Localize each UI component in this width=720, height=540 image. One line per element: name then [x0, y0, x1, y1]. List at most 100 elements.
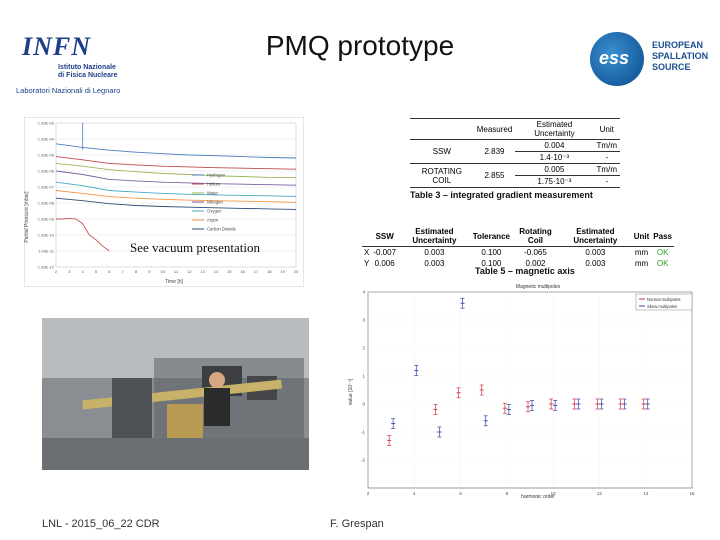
- vacuum-series-line: [55, 170, 297, 186]
- multipoles-ytick: -1: [361, 430, 365, 435]
- table-row: 1.75·10⁻³ -: [410, 175, 620, 188]
- vacuum-legend-label: Water: [207, 191, 219, 196]
- vacuum-series-line: [55, 143, 297, 159]
- table-cell: 0.003: [585, 259, 606, 268]
- vacuum-ytick: 1.00E-05: [38, 153, 55, 158]
- multipoles-title: Magnetic multipoles: [516, 284, 561, 290]
- gradient-table: Measured Estimated Uncertainty Unit SSW …: [410, 118, 620, 188]
- table-cell: 0.003: [585, 248, 606, 257]
- table-header-cell: Unit: [631, 226, 652, 247]
- ess-logo: ess EUROPEAN SPALLATION SOURCE: [588, 30, 710, 88]
- vacuum-xtick: 7: [122, 269, 125, 274]
- infn-lab-name: Laboratori Nazionali di Legnaro: [16, 86, 121, 95]
- table-header-cell: Estimated Uncertainty: [398, 226, 471, 247]
- table-cell: 0.003: [424, 248, 445, 257]
- vacuum-xtick: 8: [135, 269, 138, 274]
- row-label: ROTATING COIL: [410, 163, 474, 188]
- table-cell: mm: [634, 248, 649, 257]
- vacuum-legend-label: Hydrogen: [207, 173, 226, 178]
- infn-logo: INFN Istituto Nazionale di Fisica Nuclea…: [14, 20, 136, 98]
- table-cell: 0.100: [481, 248, 502, 257]
- table-header-cell: Measured: [473, 118, 516, 140]
- infn-line2: di Fisica Nucleare: [58, 72, 118, 79]
- unit-cell: Tm/m: [593, 163, 620, 176]
- table-row: Y 0.006 0.003 0.100 0.002 0.003 mm OK: [362, 258, 674, 269]
- table-header-cell: Rotating Coil: [511, 226, 559, 247]
- table-row: ROTATING COIL 2.855 0.005 Tm/m: [410, 163, 620, 188]
- table-row: X -0.007 0.003 0.100 -0.065 0.003 mm OK: [362, 247, 674, 259]
- vacuum-xtick: 9: [148, 269, 151, 274]
- pass-cell: OK: [656, 259, 669, 268]
- table-cell: 0.006: [374, 259, 395, 268]
- vacuum-ytick: 1.00E-04: [38, 137, 55, 142]
- table-cell: Y: [364, 259, 370, 268]
- multipoles-xtick: 6: [459, 491, 462, 496]
- vacuum-ytick: 1.00E-12: [38, 265, 55, 270]
- multipoles-xtick: 16: [689, 491, 695, 496]
- measured-cell: 2.839: [473, 139, 516, 164]
- vacuum-ytick: 1.00E-06: [38, 169, 55, 174]
- unit-cell: -: [593, 151, 620, 164]
- vacuum-chart: 1.00E-03 1.00E-04 1.00E-05 1.00E-06 1.00E-07…: [24, 117, 304, 287]
- table-cell: -0.007: [373, 248, 397, 257]
- vacuum-legend-label: Oxygen: [207, 209, 222, 214]
- multipoles-xtick: 8: [506, 491, 509, 496]
- multipoles-xtick: 2: [367, 491, 370, 496]
- vacuum-series-line: [55, 162, 297, 179]
- table-header-cell: [362, 226, 372, 247]
- vacuum-xtick: 4: [82, 269, 85, 274]
- vacuum-xtick: 15: [227, 269, 232, 274]
- vacuum-legend-label: Carbon Dioxide: [207, 227, 237, 232]
- vacuum-series-line: [55, 190, 297, 203]
- vacuum-legend-label: Helium: [207, 182, 221, 187]
- footer-left: LNL - 2015_06_22 CDR: [42, 518, 160, 530]
- multipoles-ytick: -2: [361, 458, 365, 463]
- vacuum-ylabel: Partial Pressure [mbar]: [24, 191, 30, 243]
- table-header-cell: Tolerance: [470, 226, 512, 247]
- table-header-row: Measured Estimated Uncertainty Unit: [410, 118, 620, 140]
- vacuum-ytick: 1.00E-11: [38, 249, 55, 254]
- table-cell: 0.003: [424, 259, 445, 268]
- multipoles-xtick: 10: [551, 491, 557, 496]
- vacuum-xtick: 3: [68, 269, 71, 274]
- vacuum-xtick: 13: [200, 269, 205, 274]
- table-row: 1.4·10⁻³ -: [410, 151, 620, 164]
- ess-name: EUROPEAN SPALLATION SOURCE: [652, 40, 708, 73]
- vacuum-xtick: 10: [160, 269, 165, 274]
- slide-title: PMQ prototype: [265, 30, 455, 61]
- table-header-cell: Estimated Uncertainty: [515, 118, 594, 140]
- ess-line1: EUROPEAN: [652, 40, 704, 50]
- vacuum-ytick: 1.00E-09: [38, 217, 55, 222]
- uncertainty-cell: 1.4·10⁻³: [515, 151, 594, 164]
- table-cell: -0.065: [524, 248, 547, 257]
- pass-cell: OK: [656, 248, 669, 257]
- multipoles-ytick: 3: [362, 318, 365, 323]
- vacuum-xtick: 20: [294, 269, 299, 274]
- vacuum-xtick: 18: [267, 269, 272, 274]
- multipoles-ylabel: value [10⁻⁴]: [348, 378, 354, 405]
- vacuum-xtick: 11: [174, 269, 179, 274]
- table-header-cell: Unit: [593, 118, 620, 140]
- ess-mark: ess: [599, 48, 630, 68]
- vacuum-legend-label: Argon: [207, 218, 219, 223]
- infn-letters: INFN: [22, 32, 92, 61]
- vacuum-ytick: 1.00E-10: [38, 233, 55, 238]
- vacuum-series-line: [55, 181, 297, 197]
- unit-cell: Tm/m: [593, 139, 620, 152]
- multipoles-xtick: 14: [643, 491, 649, 496]
- multipoles-ytick: 1: [362, 374, 365, 379]
- table-cell: 0.100: [481, 259, 502, 268]
- multipoles-legend: Normal multipoles Skew multipoles: [635, 293, 693, 311]
- multipoles-xtick: 12: [597, 491, 603, 496]
- table-row: SSW 2.839 0.004 Tm/m: [410, 139, 620, 164]
- uncertainty-cell: 0.005: [515, 163, 594, 176]
- measured-cell: 2.855: [473, 163, 516, 188]
- table-cell: mm: [634, 259, 649, 268]
- row-label: SSW: [410, 139, 474, 164]
- vacuum-ytick: 1.00E-08: [38, 201, 55, 206]
- lab-photo: [42, 318, 309, 470]
- vacuum-xtick: 6: [108, 269, 111, 274]
- vacuum-ytick: 1.00E-07: [38, 185, 55, 190]
- uncertainty-cell: 1.75·10⁻³: [515, 175, 594, 188]
- vacuum-ytick: 1.00E-03: [38, 121, 55, 126]
